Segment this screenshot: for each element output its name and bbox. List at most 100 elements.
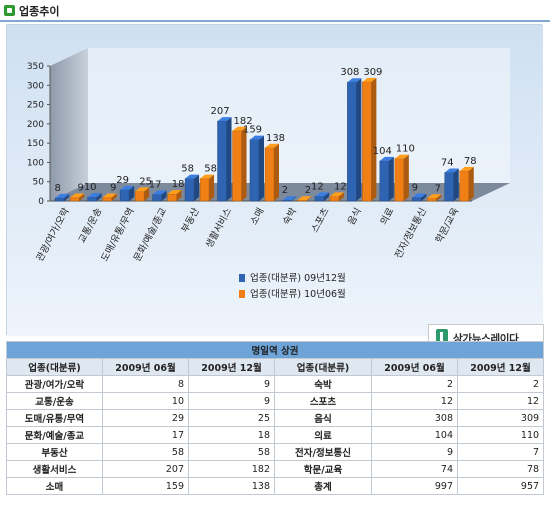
bar-side-series-1 (259, 135, 264, 201)
data-label-series-1: 74 (441, 157, 454, 168)
data-label-series-2: 2 (305, 185, 311, 196)
data-label-series-2: 25 (139, 176, 152, 187)
data-label-series-2: 18 (172, 179, 185, 190)
data-label-series-2: 9 (78, 183, 84, 194)
bar-side-series-2 (209, 174, 215, 201)
value-cell: 110 (456, 426, 545, 444)
bar-top-series-2 (167, 190, 182, 195)
bar-side-series-2 (274, 143, 279, 201)
bar-series-1 (347, 81, 357, 202)
category-cell: 음식 (274, 409, 372, 427)
data-label-series-2: 12 (334, 181, 347, 192)
bar-series-1 (412, 197, 422, 202)
column-header: 2009년 12월 (456, 358, 545, 376)
table-row: 부동산 58 58 전자/정보통신 9 7 (6, 443, 545, 461)
bar-series-1 (282, 199, 292, 202)
data-label-series-1: 2 (282, 185, 288, 196)
bar-series-2 (362, 81, 372, 202)
value-cell: 997 (371, 477, 458, 495)
bar-side-series-1 (323, 192, 329, 201)
value-cell: 207 (102, 460, 189, 478)
bar-side-series-2 (468, 166, 474, 201)
category-cell: 관광/여가/오락 (6, 375, 103, 393)
bar-top-series-1 (379, 156, 394, 161)
data-label-series-2: 182 (233, 116, 252, 127)
bar-side-series-2 (144, 187, 150, 201)
bar-series-1 (249, 139, 260, 202)
value-cell: 9 (188, 375, 275, 393)
data-label-series-1: 9 (412, 183, 418, 194)
table-caption: 명일역 상권 (5, 341, 545, 359)
bar-side-series-1 (291, 196, 297, 201)
bar-side-series-1 (194, 174, 200, 201)
bar-top-series-2 (297, 196, 312, 201)
value-cell: 29 (102, 409, 189, 427)
value-cell: 17 (102, 426, 189, 444)
value-cell: 58 (188, 443, 275, 461)
data-label-series-2: 7 (435, 183, 441, 194)
bar-top-series-2 (329, 192, 344, 197)
bar-top-series-1 (412, 193, 427, 198)
category-cell: 학문/교육 (274, 460, 372, 478)
table-row: 문화/예술/종교 17 18 의료 104 110 (6, 426, 545, 444)
y-tick-label: 200 (27, 120, 44, 130)
y-tick-label: 150 (27, 139, 44, 149)
bar-series-2 (69, 197, 80, 202)
bar-top-series-1 (55, 193, 70, 198)
column-header: 2009년 06월 (102, 358, 189, 376)
category-cell: 생활서비스 (6, 460, 103, 478)
district-table: 명일역 상권 업종(대분류) 2009년 06월 2009년 12월 업종(대분… (5, 341, 545, 495)
bar-side-series-2 (79, 193, 85, 201)
chart-panel: 0 50 100 150 200 250 300 350 8 9 관광/여가/오락 10 9 교통/운송 2… (6, 24, 544, 352)
value-cell: 12 (456, 392, 545, 410)
data-label-series-1: 17 (149, 179, 162, 190)
data-label-series-1: 308 (340, 67, 359, 78)
legend-swatch (239, 290, 245, 298)
data-label-series-1: 12 (311, 181, 324, 192)
bar-series-1 (152, 194, 162, 202)
y-tick-label: 0 (38, 197, 44, 207)
data-label-series-2: 138 (266, 133, 285, 144)
table-header-row: 업종(대분류) 2009년 06월 2009년 12월 업종(대분류) 2009… (6, 358, 545, 376)
bar-series-2 (297, 199, 307, 202)
category-cell: 문화/예술/종교 (6, 426, 103, 444)
bar-top-series-1 (444, 168, 459, 173)
rank-table-section: 명일역 상권 업종(대분류) 2009년 06월 2009년 12월 업종(대분… (5, 341, 545, 495)
value-cell: 74 (371, 460, 458, 478)
category-cell: 스포츠 (274, 392, 372, 410)
legend-label: 업종(대분류) 09년12월 (250, 272, 346, 284)
value-cell: 25 (188, 409, 275, 427)
bar-top-series-1 (152, 190, 167, 195)
bar-series-2 (232, 130, 242, 202)
section-header: 업종추이 (0, 0, 550, 22)
chart-side-wall (50, 48, 88, 201)
bar-top-series-1 (282, 196, 297, 201)
value-cell: 2 (371, 375, 458, 393)
bar-series-1 (87, 196, 97, 202)
category-cell: 숙박 (274, 375, 372, 393)
bar-side-series-1 (96, 193, 102, 201)
value-cell: 2 (456, 375, 545, 393)
bar-top-series-1 (185, 174, 200, 179)
category-cell: 부동산 (6, 443, 103, 461)
bar-top-series-2 (70, 193, 85, 198)
bar-top-series-1 (217, 117, 232, 122)
value-cell: 104 (371, 426, 458, 444)
bar-side-series-1 (356, 78, 362, 201)
bar-top-series-1 (347, 78, 362, 83)
column-header: 2009년 06월 (371, 358, 458, 376)
bar-top-series-2 (459, 166, 474, 171)
table-row: 생활서비스 207 182 학문/교육 74 78 (6, 460, 545, 478)
bar-series-2 (329, 196, 340, 202)
value-cell: 8 (102, 375, 189, 393)
bar-series-2 (427, 198, 437, 202)
bar-series-2 (102, 197, 112, 202)
bar-side-series-2 (403, 154, 409, 201)
value-cell: 9 (188, 392, 275, 410)
column-header: 업종(대분류) (6, 358, 103, 376)
bar-series-2 (134, 191, 145, 202)
bar-top-series-1 (87, 193, 102, 198)
data-label-series-2: 110 (396, 144, 415, 155)
bar-series-1 (54, 197, 65, 202)
